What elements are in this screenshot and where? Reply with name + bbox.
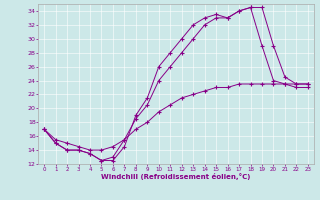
X-axis label: Windchill (Refroidissement éolien,°C): Windchill (Refroidissement éolien,°C) xyxy=(101,173,251,180)
